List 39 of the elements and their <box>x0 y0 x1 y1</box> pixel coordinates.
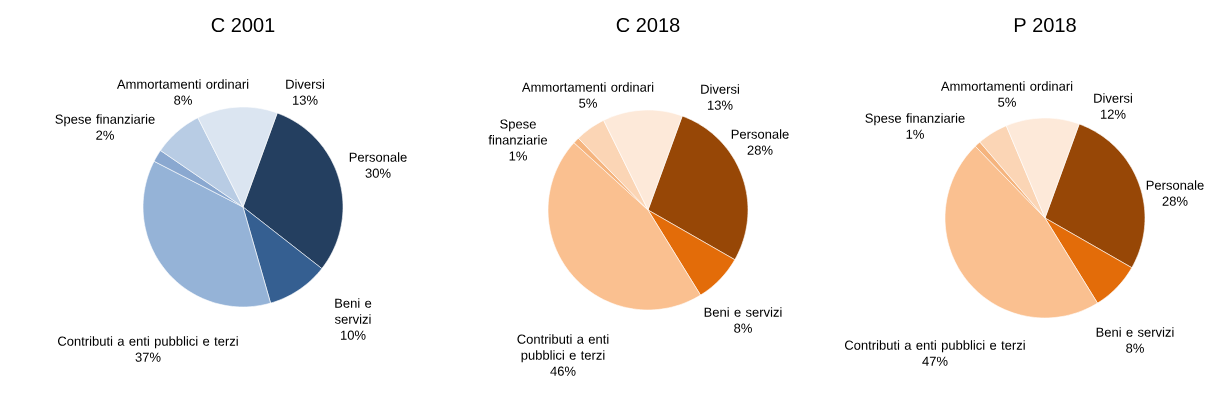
slice-label: Diversi <box>1094 93 1132 103</box>
chart-title: C 2018 <box>616 17 680 33</box>
slice-label: Beni e servizi <box>334 298 372 324</box>
slice-label: Contributi a enti pubblici e terzi <box>517 334 609 363</box>
slice-label: Beni e servizi <box>704 307 782 317</box>
data-label: 8% <box>174 95 192 105</box>
slice-label: Personale <box>1146 180 1204 190</box>
slice-label: Spese finanziarie <box>865 113 965 126</box>
data-label: 8% <box>1126 343 1144 353</box>
slice-label: Diversi <box>286 79 324 89</box>
chart-title: P 2018 <box>1014 17 1076 33</box>
data-label: 13% <box>292 95 318 105</box>
data-label: 12% <box>1100 109 1126 119</box>
data-label: 30% <box>365 168 391 178</box>
slice-label: Beni e servizi <box>1096 327 1174 337</box>
data-label: 46% <box>550 366 576 376</box>
slice-label: Ammortamenti ordinari <box>116 79 249 89</box>
data-label: 1% <box>509 151 527 161</box>
data-label: 47% <box>922 356 948 366</box>
data-label: 5% <box>579 98 597 108</box>
data-label: 8% <box>734 323 752 333</box>
data-label: 28% <box>747 145 773 155</box>
slice-label: Spese finanziarie <box>488 119 548 145</box>
slice-label: Contributi a enti pubblici e terzi <box>57 336 238 349</box>
data-label: 10% <box>340 330 366 340</box>
slice-label: Ammortamenti ordinari <box>940 81 1073 91</box>
slice-label: Contributi a enti pubblici e terzi <box>844 340 1025 353</box>
data-label: 37% <box>135 352 161 362</box>
data-label: 13% <box>707 100 733 110</box>
slice-label: Personale <box>349 152 407 162</box>
data-label: 1% <box>906 129 924 139</box>
slice-label: Diversi <box>701 84 739 94</box>
slice-label: Personale <box>731 129 789 139</box>
chart-title: C 2001 <box>211 17 275 33</box>
slice-label: Ammortamenti ordinari <box>521 82 654 92</box>
slice-label: Spese finanziarie <box>55 114 155 127</box>
data-label: 2% <box>96 130 114 140</box>
data-label: 5% <box>998 97 1016 107</box>
data-label: 28% <box>1162 196 1188 206</box>
